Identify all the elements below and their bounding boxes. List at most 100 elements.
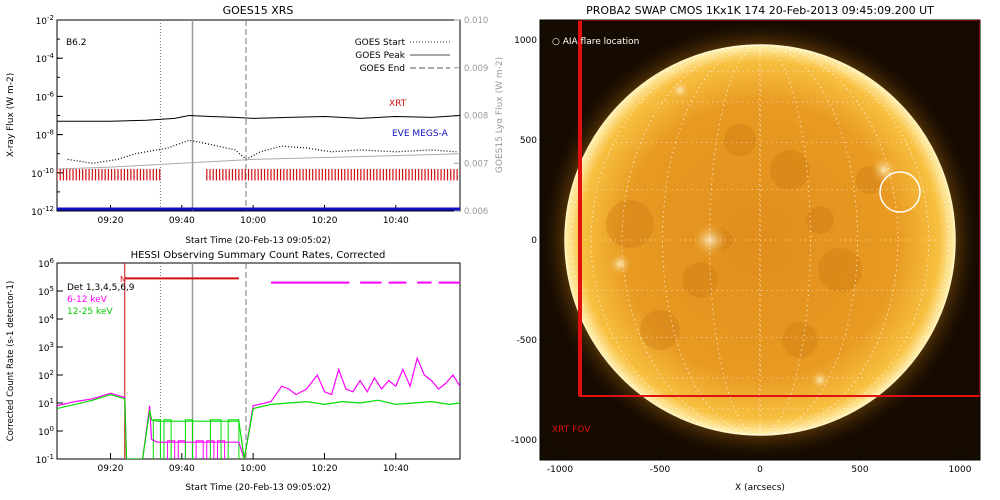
sun-bright-region xyxy=(670,80,690,100)
sun-dark-region xyxy=(682,262,718,298)
goes-ylabel2: GOES15 Lyα Flux (W m-2) xyxy=(495,57,505,173)
goes-x-tick-label: 10:00 xyxy=(240,216,266,226)
aia-flare-legend: ○ AIA flare location xyxy=(552,37,639,47)
swap-image: ○ AIA flare location XRT FOV xyxy=(540,20,980,460)
swap-overlays xyxy=(578,20,980,397)
goes-series-Ly-line xyxy=(57,153,460,170)
goes-xlabel: Start Time (20-Feb-13 09:05:02) xyxy=(185,236,330,246)
goes-y2-tick-label: 0.010 xyxy=(464,16,488,26)
goes-series-long-line xyxy=(57,114,460,122)
hessi-xlabel: Start Time (20-Feb-13 09:05:02) xyxy=(185,483,330,493)
hessi-x-tick-label: 10:20 xyxy=(312,464,338,474)
swap-x-tick-label: 500 xyxy=(851,465,868,475)
hessi-12-25-pulse xyxy=(152,419,161,459)
goes-x-tick-label: 09:40 xyxy=(169,216,195,226)
xrt-label: XRT xyxy=(389,99,407,109)
goes-plot-area xyxy=(57,20,460,211)
hessi-y-tick-label: 104 xyxy=(38,313,54,326)
xrt-fov-label: XRT FOV xyxy=(552,425,591,435)
hessi-panel: HESSI Observing Summary Count Rates, Cor… xyxy=(6,250,461,493)
hessi-series-1225keV-line xyxy=(57,393,460,459)
goes-x-tick-label: 10:40 xyxy=(383,216,409,226)
goes-y-tick-label: 10-8 xyxy=(36,129,54,142)
swap-x-tick-label: -1000 xyxy=(547,465,573,475)
eve-label: EVE MEGS-A xyxy=(392,129,449,139)
sun-bright-region xyxy=(870,156,898,184)
hessi-legend-12-25: 12-25 keV xyxy=(67,307,113,317)
hessi-x-tick-label: 09:20 xyxy=(98,464,124,474)
swap-y-tick-label: -500 xyxy=(517,336,538,346)
sun-dark-region xyxy=(640,310,680,350)
longitude-gridline xyxy=(571,44,949,436)
goes-y-tick-label: 10-10 xyxy=(31,167,54,180)
hessi-y-tick-label: 10-1 xyxy=(36,453,54,466)
goes-y-tick-label: 10-12 xyxy=(31,205,54,218)
hessi-x-tick-label: 10:40 xyxy=(383,464,409,474)
sun-dark-region xyxy=(724,124,756,156)
goes-legend-start: GOES Start xyxy=(355,38,406,48)
swap-panel: PROBA2 SWAP CMOS 1Kx1K 174 20-Feb-2013 0… xyxy=(511,4,981,493)
hessi-y-tick-label: 105 xyxy=(38,285,54,298)
swap-x-tick-label: 1000 xyxy=(949,465,972,475)
hessi-y-tick-label: 101 xyxy=(38,397,54,410)
swap-y-tick-label: 500 xyxy=(520,136,537,146)
goes-y2-tick-label: 0.009 xyxy=(464,64,488,74)
sun-dark-region xyxy=(806,206,834,234)
goes-frame xyxy=(56,19,461,212)
swap-y-tick-label: 0 xyxy=(531,236,537,246)
hessi-plot-area xyxy=(57,263,460,459)
hessi-y-tick-label: 102 xyxy=(38,369,54,382)
hessi-night-marker: N xyxy=(120,275,126,284)
swap-x-ticks: -1000 -500 0 500 1000 xyxy=(547,454,972,475)
hessi-legend-6-12: 6-12 keV xyxy=(67,295,108,305)
goes-series-short-line xyxy=(67,139,457,164)
sun-dark-region xyxy=(606,200,654,248)
hessi-12-25-pulse xyxy=(227,419,240,459)
hessi-frame xyxy=(56,262,461,460)
hessi-ylabel: Corrected Count Rate (s-1 detector-1) xyxy=(6,281,16,442)
goes-y2-ticks: 0.006 0.007 0.008 0.009 0.010 xyxy=(454,16,488,217)
swap-x-tick-label: 0 xyxy=(757,465,763,475)
hessi-y-tick-label: 106 xyxy=(38,257,54,270)
goes-ylabel: X-ray Flux (W m-2) xyxy=(6,73,16,157)
hessi-6-12-pulse xyxy=(195,440,204,459)
goes-y-tick-label: 10-2 xyxy=(36,14,54,27)
goes-class-label: B6.2 xyxy=(66,38,87,48)
hessi-title: HESSI Observing Summary Count Rates, Cor… xyxy=(131,250,386,261)
hessi-x-tick-label: 09:40 xyxy=(169,464,195,474)
swap-x-tick-label: -500 xyxy=(650,465,671,475)
sun-bright-region xyxy=(810,370,830,390)
hessi-legend: Det 1,3,4,5,6,9 6-12 keV 12-25 keV xyxy=(67,283,135,317)
hessi-y-ticks: 10-1 100 101 102 103 104 105 106 xyxy=(36,257,63,466)
goes-x-tick-label: 10:20 xyxy=(312,216,338,226)
hessi-12-25-pulse xyxy=(184,419,194,459)
hessi-series-612keV-line xyxy=(57,356,460,459)
longitude-gridline xyxy=(709,44,811,436)
hessi-y-tick-label: 103 xyxy=(38,341,54,354)
goes-y2-tick-label: 0.008 xyxy=(464,112,488,122)
goes-legend: GOES Start GOES Peak GOES End xyxy=(355,38,450,74)
goes-y-tick-label: 10-4 xyxy=(36,52,55,65)
goes-x-tick-label: 09:20 xyxy=(98,216,124,226)
hessi-legend-det: Det 1,3,4,5,6,9 xyxy=(67,283,135,293)
swap-title: PROBA2 SWAP CMOS 1Kx1K 174 20-Feb-2013 0… xyxy=(586,4,934,17)
hessi-x-tick-label: 10:00 xyxy=(240,464,266,474)
sun-dark-region xyxy=(818,248,862,292)
hessi-12-25-pulse xyxy=(209,419,222,459)
heliographic-grid xyxy=(565,44,955,436)
longitude-gridline xyxy=(662,44,858,436)
hessi-x-ticks: 09:20 09:40 10:00 10:20 10:40 xyxy=(98,453,409,474)
swap-y-ticks: 1000 500 0 -500 -1000 xyxy=(511,36,546,446)
hessi-y-tick-label: 100 xyxy=(38,425,54,438)
hessi-12-25-pulse xyxy=(163,419,172,459)
swap-xlabel: X (arcsecs) xyxy=(735,483,785,493)
goes-panel: GOES15 XRS 10-12 10-10 10-8 10-6 10-4 10-2 0.… xyxy=(6,4,505,246)
goes-y-tick-label: 10-6 xyxy=(36,90,55,103)
sun-dark-region xyxy=(770,150,810,190)
goes-y-ticks: 10-12 10-10 10-8 10-6 10-4 10-2 xyxy=(31,14,63,218)
sun-dark-region xyxy=(782,322,818,358)
goes-title: GOES15 XRS xyxy=(223,4,294,17)
goes-legend-peak: GOES Peak xyxy=(355,51,405,61)
goes-y2-tick-label: 0.006 xyxy=(464,207,488,217)
